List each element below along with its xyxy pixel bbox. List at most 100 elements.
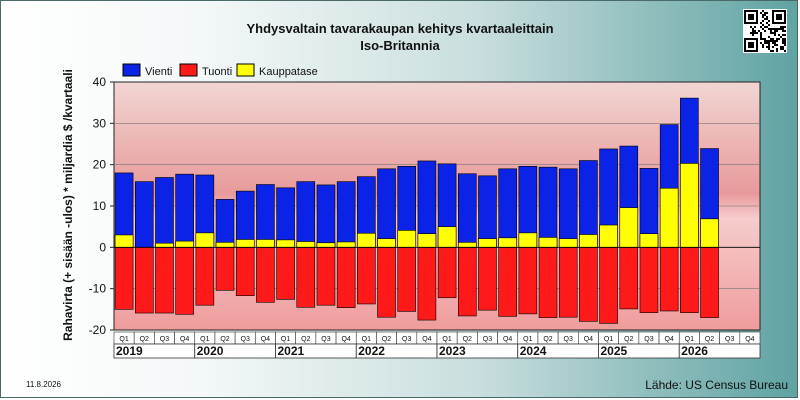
x-tick-label: Q1	[523, 336, 532, 343]
bar-kauppatase	[478, 238, 497, 248]
y-tick-label: 40	[93, 75, 107, 89]
bar-kauppatase	[498, 237, 517, 248]
qr-module	[762, 46, 764, 48]
qr-module	[766, 26, 768, 28]
bar-vienti	[538, 166, 558, 248]
x-tick-label: Q4	[664, 336, 673, 343]
x-tick-label: Q3	[160, 336, 169, 343]
x-tick-label: Q4	[341, 336, 350, 343]
qr-module	[772, 38, 774, 40]
bar-tuonti	[296, 247, 316, 308]
qr-module	[764, 42, 766, 44]
qr-module	[774, 32, 776, 34]
y-tick-label: -20	[89, 323, 107, 337]
qr-module	[762, 28, 764, 30]
bar-tuonti	[579, 247, 598, 322]
x-tick-label: Q1	[362, 336, 371, 343]
bar-tuonti	[336, 247, 356, 308]
bar-tuonti	[619, 247, 639, 310]
x-year-cell	[678, 343, 761, 359]
x-tick-label: Q2	[220, 336, 229, 343]
x-tick-label: Q4	[745, 336, 754, 343]
qr-module	[768, 24, 770, 26]
bar-tuonti	[498, 247, 517, 317]
bar-tuonti	[316, 247, 336, 306]
bar-kauppatase	[276, 239, 295, 248]
x-tick-label: Q2	[140, 336, 149, 343]
bar-tuonti	[357, 247, 376, 305]
bar-tuonti	[175, 247, 194, 315]
bar-vienti	[316, 184, 336, 248]
qr-module	[760, 32, 762, 34]
qr-module	[766, 42, 768, 44]
bar-tuonti	[538, 247, 558, 318]
x-axis: Q1 Q2 Q3 Q4 Q1 Q2 Q3 Q4 Q1 Q2 Q3 Q4 Q1 Q2 Q3 Q4 Q1 Q2 Q3 Q4…	[113, 331, 761, 359]
qr-module	[774, 34, 776, 36]
x-tick-label: Q1	[281, 336, 290, 343]
x-tick-label: Q1	[604, 336, 613, 343]
qr-module	[762, 20, 764, 22]
qr-module	[768, 46, 770, 48]
qr-module	[754, 30, 756, 32]
legend-label-kauppatase: Kauppatase	[259, 66, 318, 78]
y-tick-label: 30	[93, 116, 107, 130]
bar-kauppatase	[680, 163, 699, 248]
x-tick-label: Q4	[422, 336, 431, 343]
qr-module	[782, 28, 784, 30]
bar-kauppatase	[377, 238, 396, 248]
x-tick-label: Q1	[442, 336, 451, 343]
chart-title: Yhdysvaltain tavarakaupan kehitys kvarta…	[246, 21, 553, 36]
bar-kauppatase	[215, 242, 235, 248]
bar-kauppatase	[155, 242, 174, 248]
qr-module	[776, 48, 778, 50]
bar-kauppatase	[599, 224, 618, 248]
qr-module	[782, 40, 784, 42]
bar-tuonti	[558, 247, 578, 318]
qr-module	[772, 50, 774, 52]
x-tick-label: Q3	[321, 336, 330, 343]
bar-vienti	[134, 181, 154, 248]
bar-tuonti	[700, 247, 719, 318]
bar-kauppatase	[175, 240, 194, 248]
qr-module	[782, 30, 784, 32]
x-tick-label: Q3	[564, 336, 573, 343]
qr-module	[770, 32, 772, 34]
x-tick-label: Q4	[261, 336, 270, 343]
qr-module	[766, 46, 768, 48]
bar-kauppatase	[457, 242, 477, 248]
date-stamp: 11.8.2026	[26, 380, 62, 389]
qr-module	[784, 38, 786, 40]
qr-module	[766, 22, 768, 24]
bar-tuonti	[457, 247, 477, 317]
qr-module	[780, 26, 782, 28]
bar-vienti	[478, 175, 497, 248]
qr-finder	[776, 14, 782, 20]
bar-tuonti	[639, 247, 659, 313]
qr-module	[784, 42, 786, 44]
qr-module	[776, 40, 778, 42]
qr-module	[768, 48, 770, 50]
qr-module	[776, 38, 778, 40]
qr-code-icon	[743, 9, 787, 53]
qr-module	[764, 40, 766, 42]
qr-module	[760, 26, 762, 28]
bar-tuonti	[256, 247, 275, 303]
bar-vienti	[256, 184, 275, 248]
qr-module	[776, 50, 778, 52]
y-tick-label: 20	[93, 158, 107, 172]
bar-vienti	[296, 181, 316, 248]
x-year-label: 2020	[197, 344, 224, 358]
x-tick-label: Q3	[402, 336, 411, 343]
qr-module	[782, 46, 784, 48]
qr-module	[782, 34, 784, 36]
qr-module	[768, 36, 770, 38]
qr-module	[760, 42, 762, 44]
qr-module	[768, 44, 770, 46]
bar-kauppatase	[235, 239, 255, 248]
qr-module	[764, 26, 766, 28]
x-tick-label: Q4	[584, 336, 593, 343]
x-tick-label: Q2	[301, 336, 310, 343]
qr-module	[784, 40, 786, 42]
qr-module	[758, 30, 760, 32]
qr-module	[750, 32, 752, 34]
